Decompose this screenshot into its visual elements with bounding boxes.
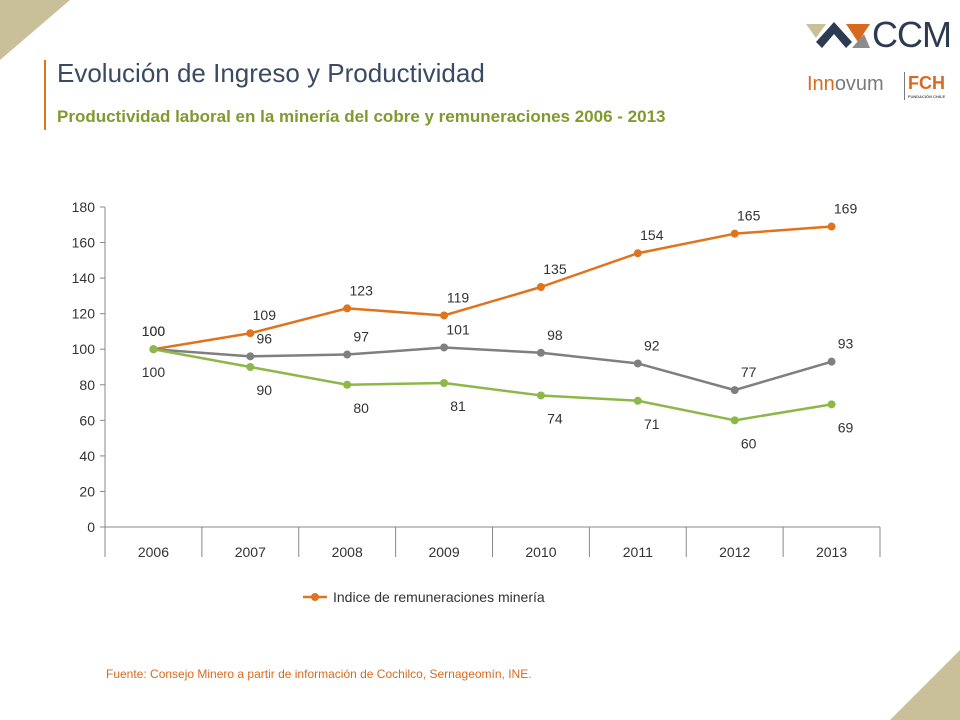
innovum-fch-logo: Innovum FCH FUNDACIÓN CHILE bbox=[807, 70, 947, 104]
data-point bbox=[246, 352, 255, 361]
x-tick-label: 2013 bbox=[816, 544, 847, 560]
x-tick-label: 2006 bbox=[138, 544, 169, 560]
data-point bbox=[730, 416, 739, 425]
ccm-logo-text: CCM bbox=[872, 14, 952, 55]
y-tick-label: 120 bbox=[72, 306, 96, 322]
data-point bbox=[827, 400, 836, 409]
ccm-logo: CCM bbox=[806, 14, 952, 56]
data-label: 74 bbox=[547, 410, 563, 426]
data-point bbox=[730, 386, 739, 395]
data-label: 96 bbox=[257, 330, 273, 346]
y-tick-label: 180 bbox=[72, 199, 96, 215]
series-line bbox=[153, 347, 832, 422]
legend-label: Indice de remuneraciones minería bbox=[333, 589, 545, 605]
x-tick-label: 2010 bbox=[525, 544, 556, 560]
data-label: 80 bbox=[353, 400, 369, 416]
x-tick-label: 2008 bbox=[332, 544, 363, 560]
data-label: 81 bbox=[450, 398, 466, 414]
fch-logo-subtext: FUNDACIÓN CHILE bbox=[908, 94, 946, 99]
chart-series bbox=[149, 222, 836, 425]
data-label: 93 bbox=[838, 336, 854, 352]
data-point bbox=[730, 229, 739, 238]
data-label: 135 bbox=[543, 261, 567, 277]
page-subtitle: Productividad laboral en la minería del … bbox=[57, 107, 666, 126]
data-label: 97 bbox=[353, 329, 369, 345]
data-label: 98 bbox=[547, 327, 563, 343]
title-accent-bar bbox=[44, 60, 46, 130]
y-tick-label: 100 bbox=[72, 341, 96, 357]
data-point bbox=[536, 348, 545, 357]
y-tick-label: 60 bbox=[79, 412, 95, 428]
data-point bbox=[536, 391, 545, 400]
data-point bbox=[633, 359, 642, 368]
x-tick-label: 2011 bbox=[623, 544, 653, 560]
data-label: 109 bbox=[253, 307, 277, 323]
innovum-logo-text: Innovum bbox=[807, 73, 884, 95]
data-label: 100 bbox=[142, 364, 166, 380]
data-label: 100 bbox=[142, 323, 166, 339]
data-point bbox=[246, 329, 255, 338]
data-label: 154 bbox=[640, 227, 664, 243]
data-label: 71 bbox=[644, 416, 660, 432]
data-point bbox=[246, 363, 255, 371]
x-tick-label: 2012 bbox=[719, 544, 750, 560]
legend-marker bbox=[311, 593, 319, 601]
y-tick-label: 0 bbox=[87, 519, 95, 535]
data-point bbox=[343, 304, 352, 313]
data-label: 60 bbox=[741, 435, 757, 451]
data-label: 123 bbox=[350, 282, 374, 298]
page-title: Evolución de Ingreso y Productividad bbox=[57, 58, 485, 88]
data-point bbox=[827, 222, 836, 231]
chart-axes: 0 20 40 60 80 100 120 140 160 180 2006 2007 2008 2009… bbox=[72, 199, 881, 560]
data-label: 69 bbox=[838, 419, 854, 435]
y-tick-label: 20 bbox=[79, 483, 95, 499]
data-label: 92 bbox=[644, 337, 660, 353]
y-tick-label: 80 bbox=[79, 377, 95, 393]
data-point bbox=[440, 379, 449, 387]
data-point bbox=[149, 345, 158, 354]
data-label: 101 bbox=[446, 321, 470, 337]
data-label: 90 bbox=[257, 382, 273, 398]
top-left-corner-decoration bbox=[0, 0, 70, 60]
data-point bbox=[536, 283, 545, 291]
data-point bbox=[343, 380, 352, 389]
data-label: 77 bbox=[741, 364, 757, 380]
logo-divider bbox=[904, 72, 905, 100]
source-note: Fuente: Consejo Minero a partir de infor… bbox=[106, 667, 532, 681]
data-point bbox=[440, 343, 449, 352]
data-point bbox=[343, 350, 352, 359]
data-label: 165 bbox=[737, 208, 761, 224]
data-label: 119 bbox=[447, 289, 470, 305]
data-label: 100 bbox=[142, 323, 166, 339]
fch-logo-text: FCH bbox=[908, 73, 945, 93]
data-point bbox=[633, 249, 642, 258]
y-tick-label: 140 bbox=[72, 270, 96, 286]
ccm-logo-mark bbox=[806, 22, 870, 48]
y-tick-label: 40 bbox=[79, 448, 95, 464]
data-point bbox=[827, 357, 836, 366]
data-point bbox=[440, 311, 449, 320]
series-line bbox=[153, 225, 832, 351]
data-label: 169 bbox=[834, 201, 858, 217]
chart-legend: Indice de remuneraciones minería bbox=[303, 589, 545, 605]
x-tick-label: 2007 bbox=[235, 544, 266, 560]
bottom-right-corner-decoration bbox=[890, 650, 960, 720]
data-point bbox=[633, 396, 642, 405]
y-tick-label: 160 bbox=[72, 235, 96, 251]
x-tick-label: 2009 bbox=[428, 544, 459, 560]
series-line bbox=[153, 346, 832, 392]
chart-data-labels: 100 109 123 119 135 154 165 169 100 96 97 101 98 92 77… bbox=[142, 201, 858, 452]
